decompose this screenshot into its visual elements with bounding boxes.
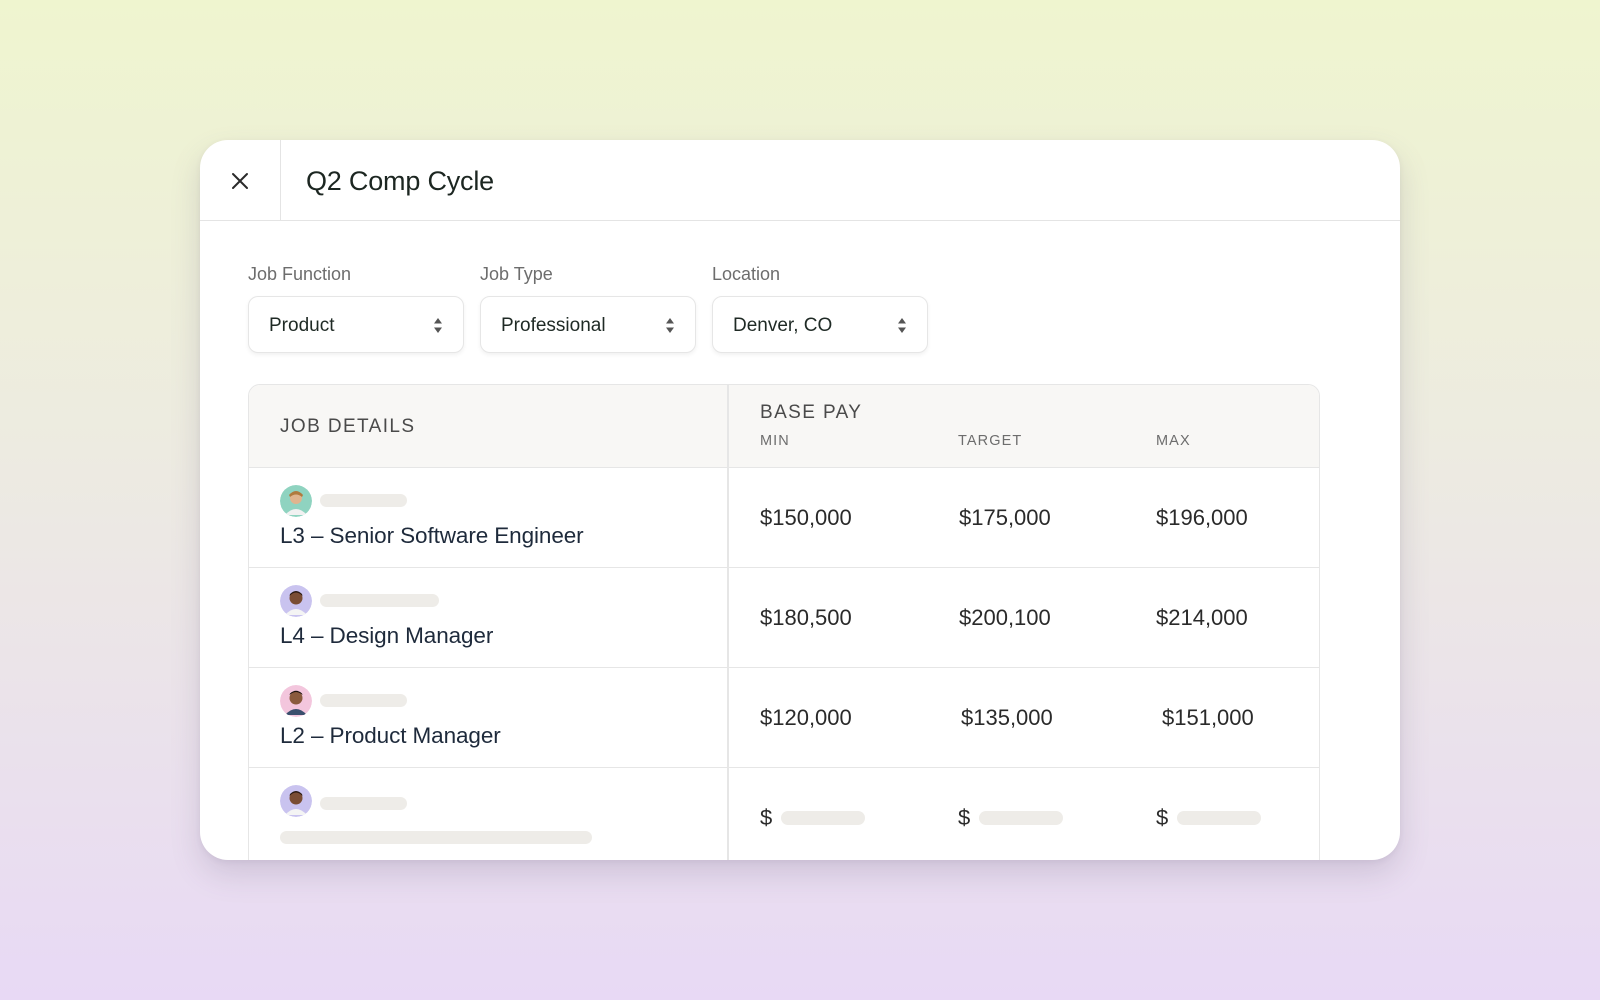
close-icon (232, 172, 248, 189)
value-placeholder (781, 811, 865, 825)
sort-arrows-icon (898, 318, 906, 333)
comp-table: JOB DETAILS BASE PAY MIN TARGET MAX L3 –… (248, 384, 1320, 860)
min-header: MIN (760, 433, 790, 449)
min-pay: $180,500 (760, 605, 852, 630)
table-row-placeholder: $ $ $ (249, 768, 1319, 860)
target-header: TARGET (958, 433, 1023, 449)
base-pay-header: BASE PAY (760, 402, 863, 423)
table-row[interactable]: L2 – Product Manager $120,000 $135,000 $… (249, 668, 1319, 768)
name-placeholder (320, 494, 407, 507)
job-function-select[interactable]: Product (248, 296, 464, 353)
min-pay: $120,000 (760, 705, 852, 730)
avatar (280, 485, 312, 517)
job-title: L4 – Design Manager (280, 623, 494, 648)
name-placeholder (320, 594, 439, 607)
title-placeholder (280, 831, 592, 844)
column-divider (727, 385, 729, 860)
target-pay: $200,100 (959, 605, 1051, 630)
table-header: JOB DETAILS BASE PAY MIN TARGET MAX (249, 385, 1319, 468)
avatar (280, 585, 312, 617)
currency-symbol: $ (958, 805, 971, 830)
max-pay: $151,000 (1162, 705, 1254, 730)
currency-symbol: $ (760, 805, 773, 830)
avatar (280, 685, 312, 717)
job-details-header: JOB DETAILS (280, 416, 416, 437)
comp-cycle-dialog: Q2 Comp Cycle Job Function Product Job T… (200, 140, 1400, 860)
max-pay: $214,000 (1156, 605, 1248, 630)
job-type-value: Professional (501, 315, 606, 336)
job-function-label: Job Function (248, 264, 352, 284)
currency-symbol: $ (1156, 805, 1169, 830)
job-type-select[interactable]: Professional (480, 296, 696, 353)
target-pay: $175,000 (959, 505, 1051, 530)
name-placeholder (320, 694, 407, 707)
value-placeholder (979, 811, 1063, 825)
location-label: Location (712, 264, 781, 284)
table-row[interactable]: L3 – Senior Software Engineer $150,000 $… (249, 468, 1319, 568)
table-row[interactable]: L4 – Design Manager $180,500 $200,100 $2… (249, 568, 1319, 668)
max-pay: $196,000 (1156, 505, 1248, 530)
location-select[interactable]: Denver, CO (712, 296, 928, 353)
target-pay: $135,000 (961, 705, 1053, 730)
dialog-title: Q2 Comp Cycle (306, 166, 494, 196)
sort-arrows-icon (434, 318, 442, 333)
job-title: L3 – Senior Software Engineer (280, 523, 584, 548)
min-pay: $150,000 (760, 505, 852, 530)
job-type-label: Job Type (480, 264, 553, 284)
value-placeholder (1177, 811, 1261, 825)
close-button[interactable] (200, 140, 281, 221)
avatar (280, 785, 312, 817)
name-placeholder (320, 797, 407, 810)
location-value: Denver, CO (733, 315, 833, 336)
dialog-header: Q2 Comp Cycle (200, 140, 1400, 221)
sort-arrows-icon (666, 318, 674, 333)
job-title: L2 – Product Manager (280, 723, 501, 748)
max-header: MAX (1156, 433, 1191, 449)
job-function-value: Product (269, 315, 335, 336)
